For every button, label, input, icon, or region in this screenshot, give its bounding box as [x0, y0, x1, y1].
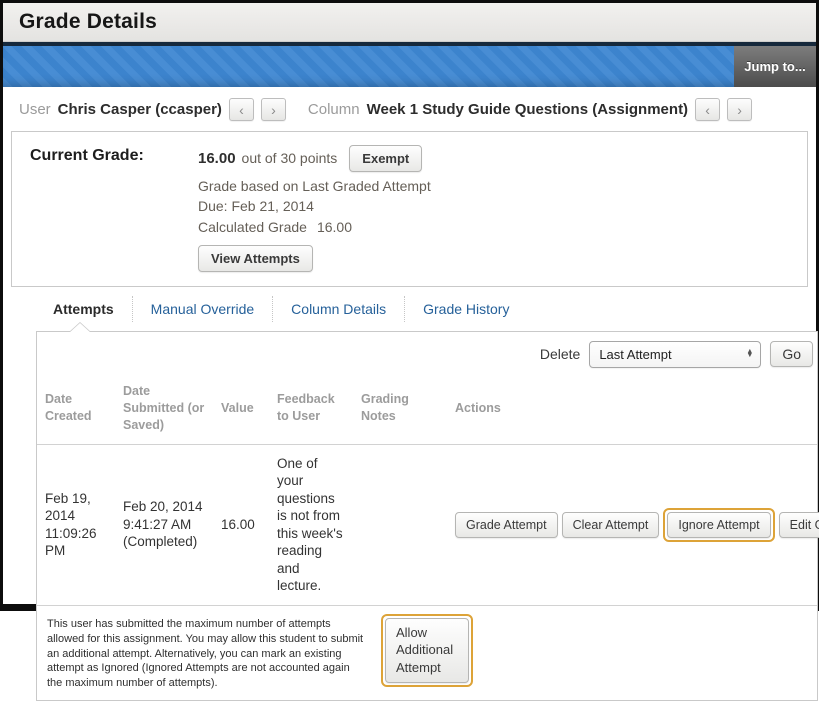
allow-additional-attempt-label: Allow Additional Attempt	[396, 624, 454, 675]
ignore-attempt-highlight: Ignore Attempt	[663, 507, 775, 542]
header-actions: Actions	[447, 376, 817, 445]
chevron-left-icon: ‹	[239, 101, 244, 118]
context-nav: User Chris Casper (ccasper) ‹ › Column W…	[3, 87, 816, 131]
date-submitted-cell: Feb 20, 2014 9:41:27 AM (Completed)	[115, 444, 213, 606]
page-title: Grade Details	[19, 10, 157, 33]
previous-user-button[interactable]: ‹	[228, 98, 254, 121]
header-value: Value	[213, 376, 269, 445]
due-date-text: Due: Feb 21, 2014	[198, 198, 314, 215]
max-attempts-section: This user has submitted the maximum numb…	[37, 606, 817, 700]
date-created-cell: Feb 19, 2014 11:09:26 PM	[37, 444, 115, 606]
grade-attempt-button[interactable]: Grade Attempt	[455, 511, 558, 538]
selected-option-text: Last Attempt	[599, 346, 672, 362]
exempt-button[interactable]: Exempt	[349, 145, 423, 172]
grade-out-of-text: out of 30 points	[241, 150, 338, 167]
chevron-right-icon: ›	[737, 101, 742, 118]
delete-label: Delete	[539, 346, 581, 363]
actions-cell: Grade Attempt Clear Attempt Ignore Attempt…	[447, 444, 819, 606]
value-cell: 16.00	[213, 444, 269, 606]
delete-controls: Delete Last Attempt ▲ ▼ Go	[37, 332, 817, 377]
navy-divider	[3, 42, 816, 46]
clear-attempt-button[interactable]: Clear Attempt	[561, 511, 660, 538]
current-grade-panel: Current Grade: 16.00 out of 30 points Ex…	[11, 131, 808, 287]
allow-additional-attempt-button[interactable]: Allow Additional Attempt	[385, 617, 469, 683]
tab-separator	[272, 295, 274, 322]
user-label: User	[19, 101, 51, 118]
active-tab-notch	[69, 321, 91, 334]
go-button[interactable]: Go	[770, 341, 813, 368]
select-stepper-icon: ▲ ▼	[746, 348, 754, 360]
tab-separator	[131, 295, 133, 322]
column-name: Week 1 Study Guide Questions (Assignment…	[366, 101, 689, 118]
next-column-button[interactable]: ›	[727, 98, 753, 121]
attempts-table: Date Created Date Submitted (or Saved) V…	[37, 376, 819, 606]
feedback-cell: One of your questions is not from this w…	[269, 444, 353, 606]
next-user-button[interactable]: ›	[260, 98, 286, 121]
tab-column-details[interactable]: Column Details	[291, 300, 387, 317]
header-date-created: Date Created	[37, 376, 115, 445]
edit-grade-button[interactable]: Edit Grade	[778, 511, 819, 538]
ignore-attempt-button[interactable]: Ignore Attempt	[667, 511, 771, 538]
chevron-right-icon: ›	[271, 101, 276, 118]
calculated-grade-value: 16.00	[316, 218, 352, 235]
tab-manual-override[interactable]: Manual Override	[150, 300, 255, 317]
allow-additional-attempt-highlight: Allow Additional Attempt	[381, 613, 473, 687]
tab-attempts[interactable]: Attempts	[53, 300, 114, 317]
tab-separator	[404, 295, 406, 322]
grading-notes-cell	[353, 444, 447, 606]
column-label: Column	[307, 101, 360, 118]
tab-grade-history[interactable]: Grade History	[423, 300, 510, 317]
attempt-row: Feb 19, 2014 11:09:26 PM Feb 20, 2014 9:…	[37, 444, 819, 606]
header-grading-notes: Grading Notes	[353, 376, 447, 445]
page-header: Grade Details	[3, 3, 816, 42]
current-grade-value: 16.00	[198, 149, 236, 167]
attempts-panel: Delete Last Attempt ▲ ▼ Go Date Created D…	[36, 321, 819, 701]
tabs-row: Attempts Manual Override Column Details …	[3, 287, 816, 331]
grade-basis-text: Grade based on Last Graded Attempt	[198, 178, 431, 194]
action-bar: Jump to...	[3, 46, 816, 87]
header-feedback: Feedback to User	[269, 376, 353, 445]
current-grade-label: Current Grade:	[30, 147, 144, 164]
previous-column-button[interactable]: ‹	[695, 98, 721, 121]
header-date-submitted: Date Submitted (or Saved)	[115, 376, 213, 445]
jump-to-button[interactable]: Jump to...	[734, 46, 816, 87]
table-header-row: Date Created Date Submitted (or Saved) V…	[37, 376, 817, 445]
user-name: Chris Casper (ccasper)	[57, 101, 222, 118]
view-attempts-button[interactable]: View Attempts	[198, 244, 313, 272]
chevron-left-icon: ‹	[705, 101, 710, 118]
delete-scope-select[interactable]: Last Attempt ▲ ▼	[589, 340, 762, 368]
max-attempts-message: This user has submitted the maximum numb…	[47, 617, 364, 690]
calculated-grade-label: Calculated Grade	[198, 218, 307, 235]
